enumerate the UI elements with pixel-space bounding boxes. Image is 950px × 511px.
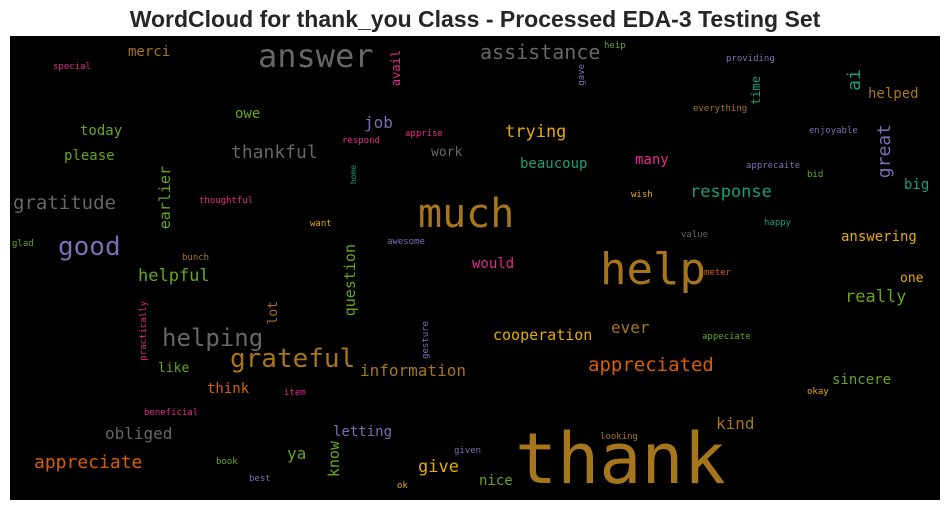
- word-given: given: [454, 446, 482, 456]
- word-big: big: [904, 177, 930, 193]
- word-gave: gave: [577, 64, 587, 86]
- word-everything: everything: [693, 104, 748, 114]
- word-owe: owe: [235, 106, 261, 122]
- word-good: good: [58, 232, 121, 262]
- word-special: special: [53, 62, 91, 72]
- word-like: like: [158, 361, 190, 376]
- word-apprise: apprise: [405, 129, 443, 139]
- word-give: give: [418, 457, 459, 477]
- word-apprecaite: apprecaite: [746, 161, 801, 171]
- word-meter: meter: [704, 268, 732, 278]
- word-ever: ever: [611, 318, 650, 337]
- word-wish: wish: [631, 190, 653, 200]
- word-answer: answer: [258, 37, 374, 75]
- word-helped: helped: [868, 86, 919, 102]
- word-beaucoup: beaucoup: [520, 156, 588, 172]
- word-know: know: [325, 441, 343, 478]
- word-gesture: gesture: [421, 321, 431, 359]
- word-okay: okay: [807, 387, 829, 397]
- wordcloud-canvas: thank much help answer good grateful helping as…: [10, 36, 940, 500]
- word-thoughtful: thoughtful: [199, 196, 254, 206]
- word-beneficial: beneficial: [144, 408, 199, 418]
- word-today: today: [80, 123, 123, 139]
- word-helpful: helpful: [138, 266, 210, 286]
- word-home: home: [349, 165, 358, 185]
- word-appreciated: appreciated: [588, 354, 714, 376]
- word-book: book: [216, 457, 238, 467]
- word-heip: heip: [604, 41, 626, 51]
- word-thank: thank: [515, 418, 726, 500]
- word-nice: nice: [479, 473, 513, 489]
- word-time: time: [749, 76, 763, 105]
- word-many: many: [635, 152, 669, 168]
- word-appreciate: appreciate: [34, 452, 143, 473]
- word-trying: trying: [505, 122, 567, 142]
- word-would: would: [472, 256, 515, 272]
- word-letting: letting: [333, 424, 393, 440]
- word-response: response: [690, 182, 772, 202]
- word-bid: bid: [807, 170, 824, 180]
- word-great: great: [874, 124, 895, 179]
- word-bunch: bunch: [182, 253, 210, 263]
- word-job: job: [364, 113, 393, 132]
- word-ai: ai: [844, 69, 865, 91]
- word-providing: providing: [726, 54, 775, 64]
- word-answering: answering: [841, 229, 917, 245]
- word-looking: looking: [600, 432, 638, 442]
- word-helping: helping: [162, 324, 264, 352]
- word-ya: ya: [287, 444, 307, 463]
- word-cooperation: cooperation: [493, 326, 593, 344]
- word-thankful: thankful: [231, 142, 318, 163]
- word-much: much: [418, 191, 515, 237]
- word-glad: glad: [12, 239, 34, 249]
- word-respond: respond: [342, 136, 380, 146]
- word-please: please: [64, 148, 115, 164]
- word-ok: ok: [397, 481, 408, 491]
- word-appeciate: appeciate: [702, 332, 751, 342]
- word-item: item: [284, 388, 306, 398]
- word-enjoyable: enjoyable: [809, 126, 858, 136]
- word-kind: kind: [716, 414, 755, 433]
- word-sincere: sincere: [832, 372, 892, 388]
- word-really: really: [845, 287, 907, 307]
- word-gratitude: gratitude: [13, 192, 116, 214]
- word-practically: practically: [139, 301, 149, 361]
- word-help: help: [600, 244, 706, 295]
- word-avail: avail: [389, 50, 403, 87]
- word-merci: merci: [128, 44, 171, 60]
- word-awesome: awesome: [387, 237, 425, 247]
- word-work: work: [431, 145, 463, 160]
- word-one: one: [900, 271, 924, 286]
- word-best: best: [249, 474, 271, 484]
- word-information: information: [360, 361, 466, 380]
- word-want: want: [310, 219, 332, 229]
- word-think: think: [207, 381, 250, 397]
- word-value: value: [681, 230, 709, 240]
- word-grateful: grateful: [230, 344, 356, 374]
- word-earlier: earlier: [156, 166, 174, 230]
- word-happy: happy: [764, 218, 792, 228]
- word-assistance: assistance: [480, 40, 601, 64]
- chart-title: WordCloud for thank_you Class - Processe…: [129, 6, 821, 32]
- word-obliged: obliged: [105, 424, 173, 443]
- word-lot: lot: [266, 301, 281, 325]
- word-question: question: [341, 244, 359, 317]
